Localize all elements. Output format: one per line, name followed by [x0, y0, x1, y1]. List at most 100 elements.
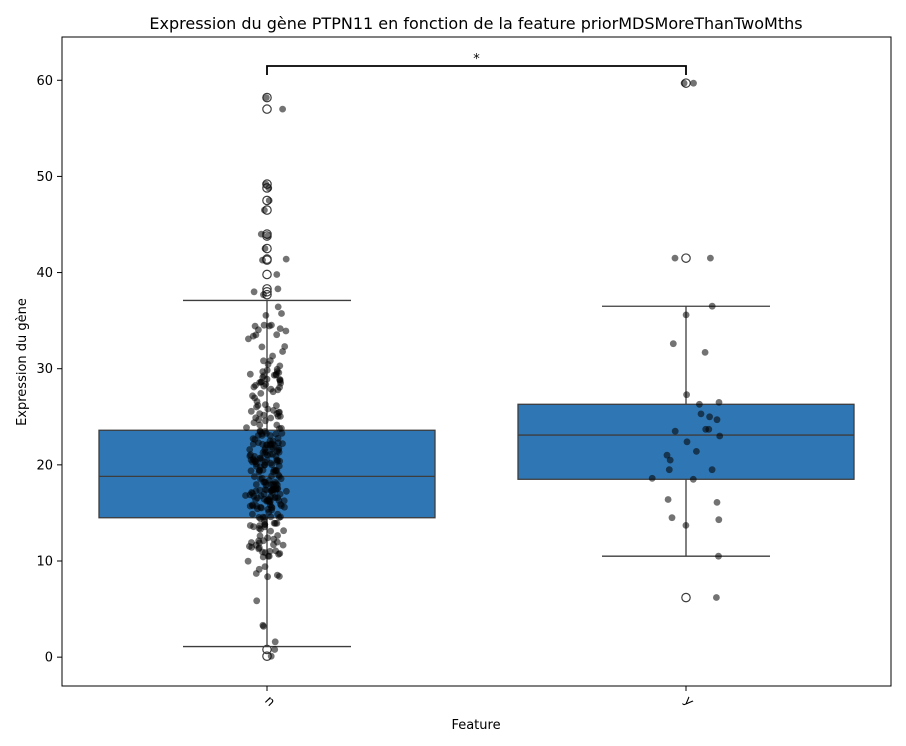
- data-point: [266, 357, 274, 365]
- data-point: [251, 453, 258, 460]
- data-point: [259, 553, 267, 561]
- outlier-marker: [262, 104, 272, 114]
- significance-bracket: [266, 65, 687, 75]
- data-point: [254, 432, 262, 439]
- data-point: [246, 370, 254, 378]
- data-point: [250, 383, 258, 391]
- data-point: [268, 487, 275, 494]
- data-point: [246, 522, 254, 529]
- data-point: [251, 473, 258, 480]
- y-tick-label: 30: [36, 362, 53, 377]
- data-point: [671, 427, 679, 435]
- data-point: [274, 532, 281, 539]
- data-point: [258, 504, 265, 512]
- data-point: [680, 79, 688, 87]
- y-tick-label: 50: [36, 170, 53, 185]
- data-point: [708, 466, 716, 474]
- data-point: [272, 453, 280, 460]
- data-point: [271, 646, 279, 653]
- data-point: [253, 403, 260, 411]
- outlier-marker: [681, 592, 691, 603]
- data-point: [683, 438, 691, 446]
- data-point: [713, 594, 720, 601]
- data-point: [671, 254, 679, 262]
- data-point: [693, 448, 700, 455]
- data-point: [267, 527, 274, 535]
- data-point: [267, 652, 275, 660]
- data-point: [257, 390, 265, 397]
- x-axis-label: Feature: [451, 718, 500, 733]
- data-point: [668, 514, 676, 522]
- data-point: [276, 325, 284, 332]
- data-point: [249, 435, 257, 442]
- data-point: [716, 432, 724, 440]
- data-point: [275, 462, 283, 470]
- data-point: [279, 105, 286, 113]
- data-point: [261, 514, 269, 521]
- data-point: [243, 424, 250, 431]
- data-point: [273, 538, 281, 546]
- data-point: [260, 291, 267, 299]
- y-axis-label: Expression du gène: [15, 298, 30, 426]
- data-point: [682, 522, 690, 529]
- data-point: [666, 456, 674, 464]
- data-point: [262, 444, 269, 452]
- data-point: [264, 232, 271, 240]
- data-point: [264, 451, 271, 459]
- data-point: [256, 421, 264, 429]
- plot-area: *: [98, 52, 855, 661]
- data-point: [270, 519, 278, 527]
- data-point: [251, 322, 259, 330]
- data-point: [276, 425, 283, 433]
- data-point: [278, 310, 285, 317]
- data-point: [252, 481, 260, 488]
- significance-label: *: [473, 52, 480, 67]
- data-point: [264, 405, 272, 413]
- data-point: [265, 197, 273, 204]
- data-point: [261, 563, 269, 570]
- data-point: [274, 413, 282, 420]
- data-point: [261, 206, 268, 214]
- y-tick-label: 20: [36, 458, 53, 473]
- outlier-marker: [262, 644, 272, 655]
- data-point: [669, 340, 677, 348]
- data-point: [274, 571, 281, 579]
- data-point: [252, 570, 260, 577]
- data-point: [663, 451, 671, 459]
- data-point: [707, 254, 714, 262]
- data-point: [277, 501, 284, 508]
- data-point: [274, 303, 282, 311]
- data-point: [261, 486, 269, 493]
- data-point: [260, 321, 268, 329]
- data-point: [249, 510, 256, 518]
- data-point: [245, 335, 252, 343]
- y-tick-label: 40: [36, 266, 53, 281]
- outlier-marker: [262, 284, 272, 294]
- data-point: [715, 516, 723, 524]
- data-point: [267, 459, 274, 467]
- data-point: [274, 439, 282, 447]
- data-point: [664, 496, 672, 503]
- data-point: [272, 370, 280, 378]
- data-point: [282, 327, 290, 335]
- data-point: [713, 416, 721, 424]
- data-point: [701, 349, 709, 356]
- data-point: [715, 399, 723, 406]
- data-point: [274, 510, 281, 518]
- outlier-marker: [262, 92, 272, 103]
- data-point: [277, 379, 284, 387]
- data-point: [257, 492, 265, 500]
- data-point: [251, 394, 258, 402]
- data-point: [279, 541, 287, 549]
- data-point: [665, 466, 673, 474]
- data-point: [648, 474, 656, 482]
- data-point: [263, 430, 270, 437]
- data-point: [274, 285, 282, 293]
- data-point: [713, 499, 721, 506]
- data-point: [256, 379, 264, 386]
- data-point: [260, 623, 267, 630]
- data-point: [256, 522, 263, 529]
- data-point: [264, 534, 271, 542]
